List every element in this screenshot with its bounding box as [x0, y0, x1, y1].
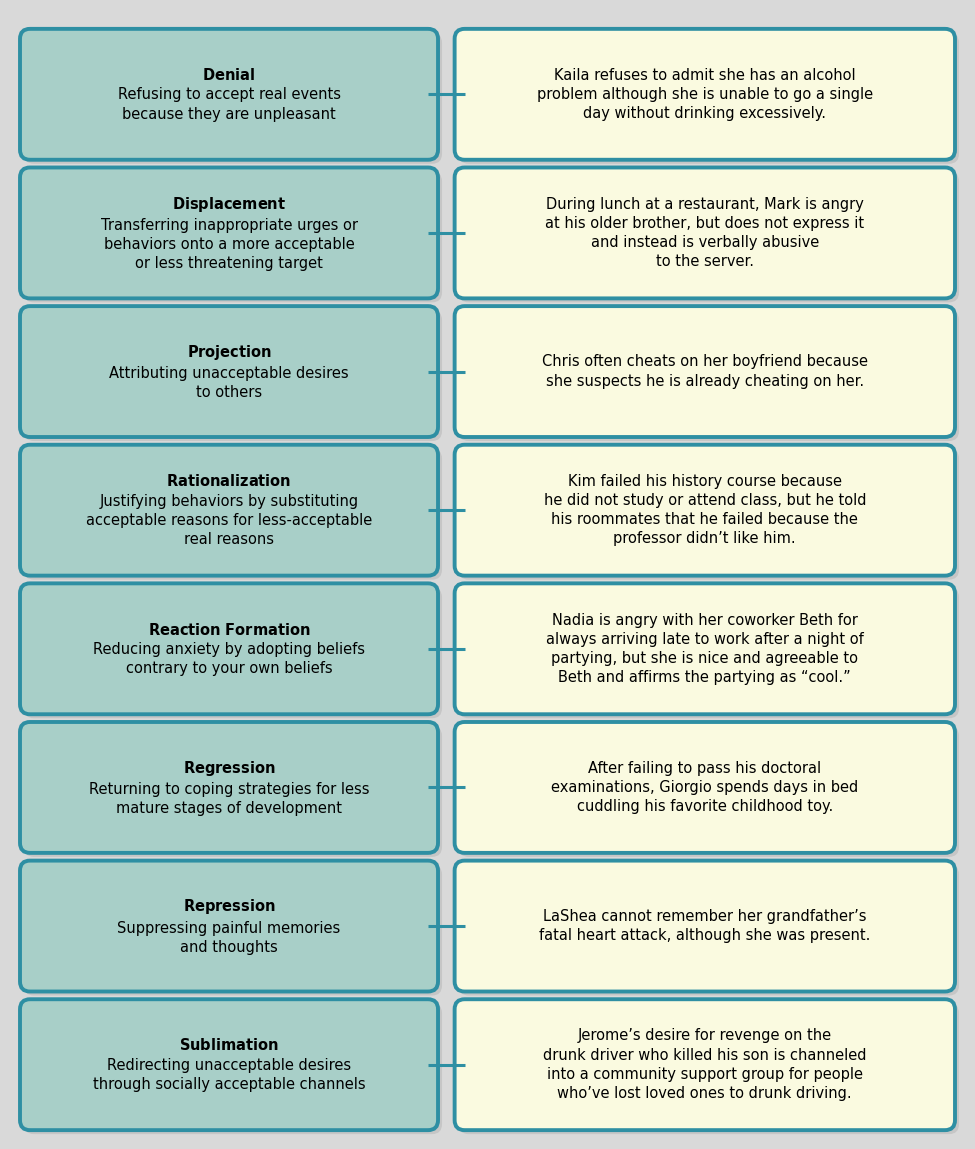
Text: Nadia is angry with her coworker Beth for
always arriving late to work after a n: Nadia is angry with her coworker Beth fo…: [546, 612, 864, 685]
FancyBboxPatch shape: [458, 1003, 959, 1134]
FancyBboxPatch shape: [20, 1000, 438, 1131]
Text: $\mathbf{Regression}$
Returning to coping strategies for less
mature stages of d: $\mathbf{Regression}$ Returning to copin…: [89, 758, 370, 816]
FancyBboxPatch shape: [458, 587, 959, 718]
Text: Kaila refuses to admit she has an alcohol
problem although she is unable to go a: Kaila refuses to admit she has an alcoho…: [537, 68, 873, 121]
FancyBboxPatch shape: [20, 29, 438, 160]
FancyBboxPatch shape: [20, 722, 438, 853]
FancyBboxPatch shape: [24, 449, 442, 579]
FancyBboxPatch shape: [458, 726, 959, 857]
Text: Jerome’s desire for revenge on the
drunk driver who killed his son is channeled
: Jerome’s desire for revenge on the drunk…: [543, 1028, 867, 1101]
FancyBboxPatch shape: [454, 1000, 955, 1131]
FancyBboxPatch shape: [458, 171, 959, 302]
Text: $\mathbf{Rationalization}$
Justifying behaviors by substituting
acceptable reaso: $\mathbf{Rationalization}$ Justifying be…: [86, 473, 372, 547]
Text: Chris often cheats on her boyfriend because
she suspects he is already cheating : Chris often cheats on her boyfriend beca…: [542, 354, 868, 388]
FancyBboxPatch shape: [454, 306, 955, 437]
FancyBboxPatch shape: [20, 306, 438, 437]
FancyBboxPatch shape: [458, 864, 959, 995]
FancyBboxPatch shape: [20, 168, 438, 299]
FancyBboxPatch shape: [20, 584, 438, 715]
FancyBboxPatch shape: [24, 587, 442, 718]
FancyBboxPatch shape: [24, 33, 442, 164]
FancyBboxPatch shape: [20, 445, 438, 576]
FancyBboxPatch shape: [458, 310, 959, 441]
Text: $\mathbf{Denial}$
Refusing to accept real events
because they are unpleasant: $\mathbf{Denial}$ Refusing to accept rea…: [118, 67, 340, 122]
FancyBboxPatch shape: [24, 1003, 442, 1134]
Text: $\mathbf{Projection}$
Attributing unacceptable desires
to others: $\mathbf{Projection}$ Attributing unacce…: [109, 342, 349, 400]
FancyBboxPatch shape: [458, 33, 959, 164]
FancyBboxPatch shape: [458, 449, 959, 579]
Text: Kim failed his history course because
he did not study or attend class, but he t: Kim failed his history course because he…: [543, 473, 866, 547]
Text: During lunch at a restaurant, Mark is angry
at his older brother, but does not e: During lunch at a restaurant, Mark is an…: [545, 196, 865, 269]
FancyBboxPatch shape: [454, 722, 955, 853]
Text: $\mathbf{Displacement}$
Transferring inappropriate urges or
behaviors onto a mor: $\mathbf{Displacement}$ Transferring ina…: [100, 194, 358, 271]
FancyBboxPatch shape: [24, 310, 442, 441]
FancyBboxPatch shape: [454, 29, 955, 160]
FancyBboxPatch shape: [20, 861, 438, 992]
FancyBboxPatch shape: [454, 584, 955, 715]
Text: $\mathbf{Sublimation}$
Redirecting unacceptable desires
through socially accepta: $\mathbf{Sublimation}$ Redirecting unacc…: [93, 1038, 366, 1092]
FancyBboxPatch shape: [454, 168, 955, 299]
FancyBboxPatch shape: [454, 861, 955, 992]
Text: After failing to pass his doctoral
examinations, Giorgio spends days in bed
cudd: After failing to pass his doctoral exami…: [551, 761, 858, 815]
Text: $\mathbf{Reaction\ Formation}$
Reducing anxiety by adopting beliefs
contrary to : $\mathbf{Reaction\ Formation}$ Reducing …: [93, 622, 365, 676]
FancyBboxPatch shape: [24, 171, 442, 302]
FancyBboxPatch shape: [454, 445, 955, 576]
FancyBboxPatch shape: [24, 864, 442, 995]
FancyBboxPatch shape: [24, 726, 442, 857]
Text: $\mathbf{Repression}$
Suppressing painful memories
and thoughts: $\mathbf{Repression}$ Suppressing painfu…: [117, 897, 340, 955]
Text: LaShea cannot remember her grandfather’s
fatal heart attack, although she was pr: LaShea cannot remember her grandfather’s…: [539, 909, 871, 943]
